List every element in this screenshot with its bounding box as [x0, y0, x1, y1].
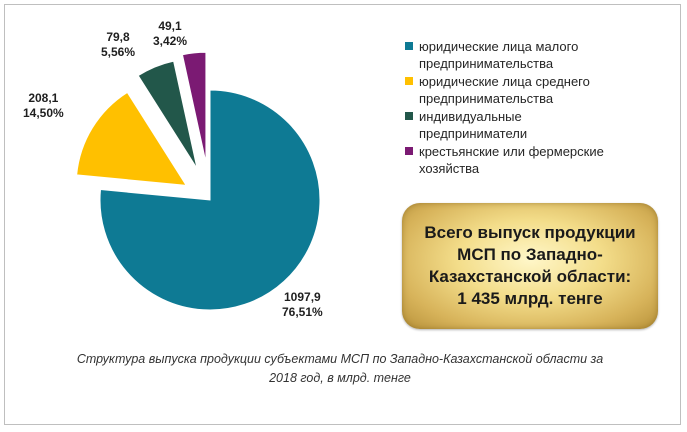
- total-output-box: Всего выпуск продукции МСП по Западно- К…: [402, 203, 658, 329]
- slice-label-farms: 49,1 3,42%: [153, 19, 187, 49]
- slice-percent: 3,42%: [153, 34, 188, 48]
- slice-label-individual-entrepreneurs: 79,8 5,56%: [101, 30, 135, 60]
- legend-label: индивидуальные: [419, 109, 522, 124]
- total-output-text: Всего выпуск продукции МСП по Западно- К…: [410, 222, 650, 310]
- slice-small-business: [99, 89, 321, 311]
- slice-percent: 14,50%: [23, 106, 64, 120]
- slice-percent: 5,56%: [101, 45, 136, 59]
- slice-farms: [181, 51, 207, 163]
- legend-label: предпринимательства: [419, 91, 554, 106]
- legend-label: предприниматели: [419, 126, 528, 141]
- legend-item-medium-business: юридические лица среднего предпринимател…: [405, 73, 665, 107]
- total-line: Казахстанской области:: [428, 267, 632, 286]
- slice-individual-entrepreneurs: [137, 60, 198, 169]
- legend-item-farms: крестьянские или фермерские хозяйства: [405, 143, 665, 177]
- slice-medium-business: [76, 91, 188, 186]
- slice-label-small-business: 1097,9 76,51%: [282, 290, 323, 320]
- slice-value: 79,8: [106, 30, 130, 44]
- slice-value: 1097,9: [284, 290, 321, 304]
- total-line: МСП по Западно-: [457, 245, 603, 264]
- chart-caption: Структура выпуска продукции субъектами М…: [20, 350, 660, 388]
- total-line: 1 435 млрд. тенге: [457, 289, 603, 308]
- legend-label: юридические лица малого: [419, 39, 579, 54]
- total-line: Всего выпуск продукции: [424, 223, 636, 242]
- legend-label: хозяйства: [419, 161, 480, 176]
- slice-value: 49,1: [158, 19, 182, 33]
- slice-percent: 76,51%: [282, 305, 323, 319]
- slice-label-medium-business: 208,1 14,50%: [23, 91, 64, 121]
- legend-item-individual-entrepreneurs: индивидуальные предприниматели: [405, 108, 665, 142]
- legend-swatch: [405, 77, 413, 85]
- caption-line: 2018 год, в млрд. тенге: [269, 371, 411, 385]
- chart-legend: юридические лица малого предпринимательс…: [405, 38, 665, 178]
- legend-swatch: [405, 147, 413, 155]
- legend-label: юридические лица среднего: [419, 74, 590, 89]
- legend-swatch: [405, 112, 413, 120]
- legend-swatch: [405, 42, 413, 50]
- legend-label: крестьянские или фермерские: [419, 144, 604, 159]
- slice-value: 208,1: [28, 91, 59, 105]
- caption-line: Структура выпуска продукции субъектами М…: [76, 352, 604, 366]
- legend-item-small-business: юридические лица малого предпринимательс…: [405, 38, 665, 72]
- legend-label: предпринимательства: [419, 56, 554, 71]
